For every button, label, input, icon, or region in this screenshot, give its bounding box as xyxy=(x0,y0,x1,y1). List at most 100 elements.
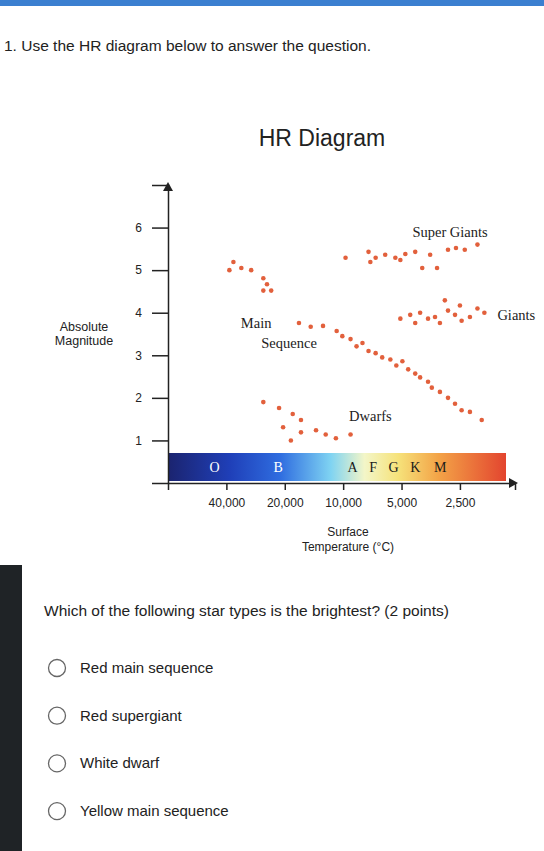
star xyxy=(446,247,451,252)
y-tick-mark xyxy=(152,270,168,272)
star xyxy=(446,308,451,313)
radio-button[interactable] xyxy=(49,660,66,677)
radio-button[interactable] xyxy=(49,803,66,820)
star xyxy=(281,425,286,430)
x-axis-title-line: Surface xyxy=(327,525,369,539)
option-label[interactable]: White dwarf xyxy=(80,754,160,771)
x-tick-mark xyxy=(401,483,403,490)
star xyxy=(321,324,326,329)
y-tick-label: 1 xyxy=(135,434,142,448)
x-tick: 2,500 xyxy=(445,483,475,510)
y-tick: 2 xyxy=(135,391,168,405)
star xyxy=(413,250,418,255)
star xyxy=(438,390,443,395)
y-tick: 6 xyxy=(135,221,168,235)
x-tick-label: 20,000 xyxy=(267,496,304,510)
star xyxy=(290,412,295,417)
star xyxy=(348,337,353,342)
x-tick-label: 2,500 xyxy=(445,496,475,510)
star xyxy=(462,247,467,252)
region-label: Dwarfs xyxy=(349,408,392,424)
y-tick-label: 5 xyxy=(135,263,142,277)
star xyxy=(433,315,438,320)
star xyxy=(420,266,425,271)
y-tick-label: 3 xyxy=(135,349,142,363)
region-label: Sequence xyxy=(261,335,317,351)
radio-button[interactable] xyxy=(49,707,66,724)
star xyxy=(435,266,440,271)
option[interactable]: Red main sequence xyxy=(49,659,214,677)
x-tick-label: 5,000 xyxy=(387,496,417,510)
star xyxy=(354,344,359,349)
star xyxy=(334,436,339,441)
y-tick: 3 xyxy=(135,349,168,363)
y-tick-mark xyxy=(152,398,168,400)
top-bar xyxy=(0,0,544,6)
star xyxy=(314,428,319,433)
option[interactable]: White dwarf xyxy=(49,754,161,772)
x-tick-mark xyxy=(343,483,345,490)
star xyxy=(343,255,348,260)
star xyxy=(360,341,365,346)
star xyxy=(297,321,302,326)
option-label[interactable]: Yellow main sequence xyxy=(80,802,229,819)
option-label[interactable]: Red main sequence xyxy=(80,659,213,676)
region-label: Main xyxy=(241,315,272,331)
star xyxy=(231,260,236,265)
star xyxy=(393,255,398,260)
star xyxy=(323,432,328,437)
x-tick-mark xyxy=(226,483,228,490)
x-tick-mark xyxy=(460,483,462,490)
star xyxy=(475,242,480,247)
star xyxy=(249,268,254,273)
y-tick-label: 6 xyxy=(135,221,142,235)
x-tick: 20,000 xyxy=(267,483,304,510)
star xyxy=(239,266,244,271)
background xyxy=(0,0,544,851)
x-tick-label: 10,000 xyxy=(325,496,362,510)
star xyxy=(453,313,458,318)
star xyxy=(459,319,464,324)
star xyxy=(308,324,313,329)
y-tick-mark xyxy=(152,355,168,357)
option[interactable]: Red supergiant xyxy=(49,707,183,725)
star xyxy=(468,410,473,415)
star xyxy=(468,315,473,320)
star xyxy=(380,355,385,360)
star xyxy=(446,396,451,401)
star xyxy=(299,430,304,435)
option[interactable]: Yellow main sequence xyxy=(49,802,229,820)
option-label[interactable]: Red supergiant xyxy=(80,707,183,724)
question: Which of the following star types is the… xyxy=(44,602,449,619)
region-label: Super Giants xyxy=(412,224,488,240)
star xyxy=(289,438,294,443)
star xyxy=(406,367,411,372)
star xyxy=(348,432,353,437)
star xyxy=(413,321,418,326)
y-tick-label: 4 xyxy=(135,306,142,320)
star xyxy=(428,253,433,258)
star xyxy=(261,288,266,293)
star xyxy=(334,329,339,334)
star xyxy=(368,260,373,265)
spectral-class: K xyxy=(410,460,420,475)
star xyxy=(458,303,463,308)
x-tick: 40,000 xyxy=(209,483,246,510)
radio-button[interactable] xyxy=(49,755,66,772)
spectral-class: A xyxy=(347,460,358,475)
star xyxy=(418,310,423,315)
star xyxy=(366,349,371,354)
y-axis-title: AbsoluteMagnitude xyxy=(55,320,113,348)
star xyxy=(443,298,448,303)
y-axis-arrow xyxy=(163,182,173,191)
star xyxy=(482,310,487,315)
spectral-class: B xyxy=(274,460,283,475)
star xyxy=(261,400,266,405)
x-axis-line xyxy=(169,484,516,491)
star xyxy=(269,288,274,293)
y-tick-mark xyxy=(152,312,168,314)
star xyxy=(394,363,399,368)
x-axis-title: SurfaceTemperature (°C) xyxy=(302,525,394,554)
y-axis: 1 2 3 4 5 6 xyxy=(135,186,168,484)
star xyxy=(383,253,388,258)
